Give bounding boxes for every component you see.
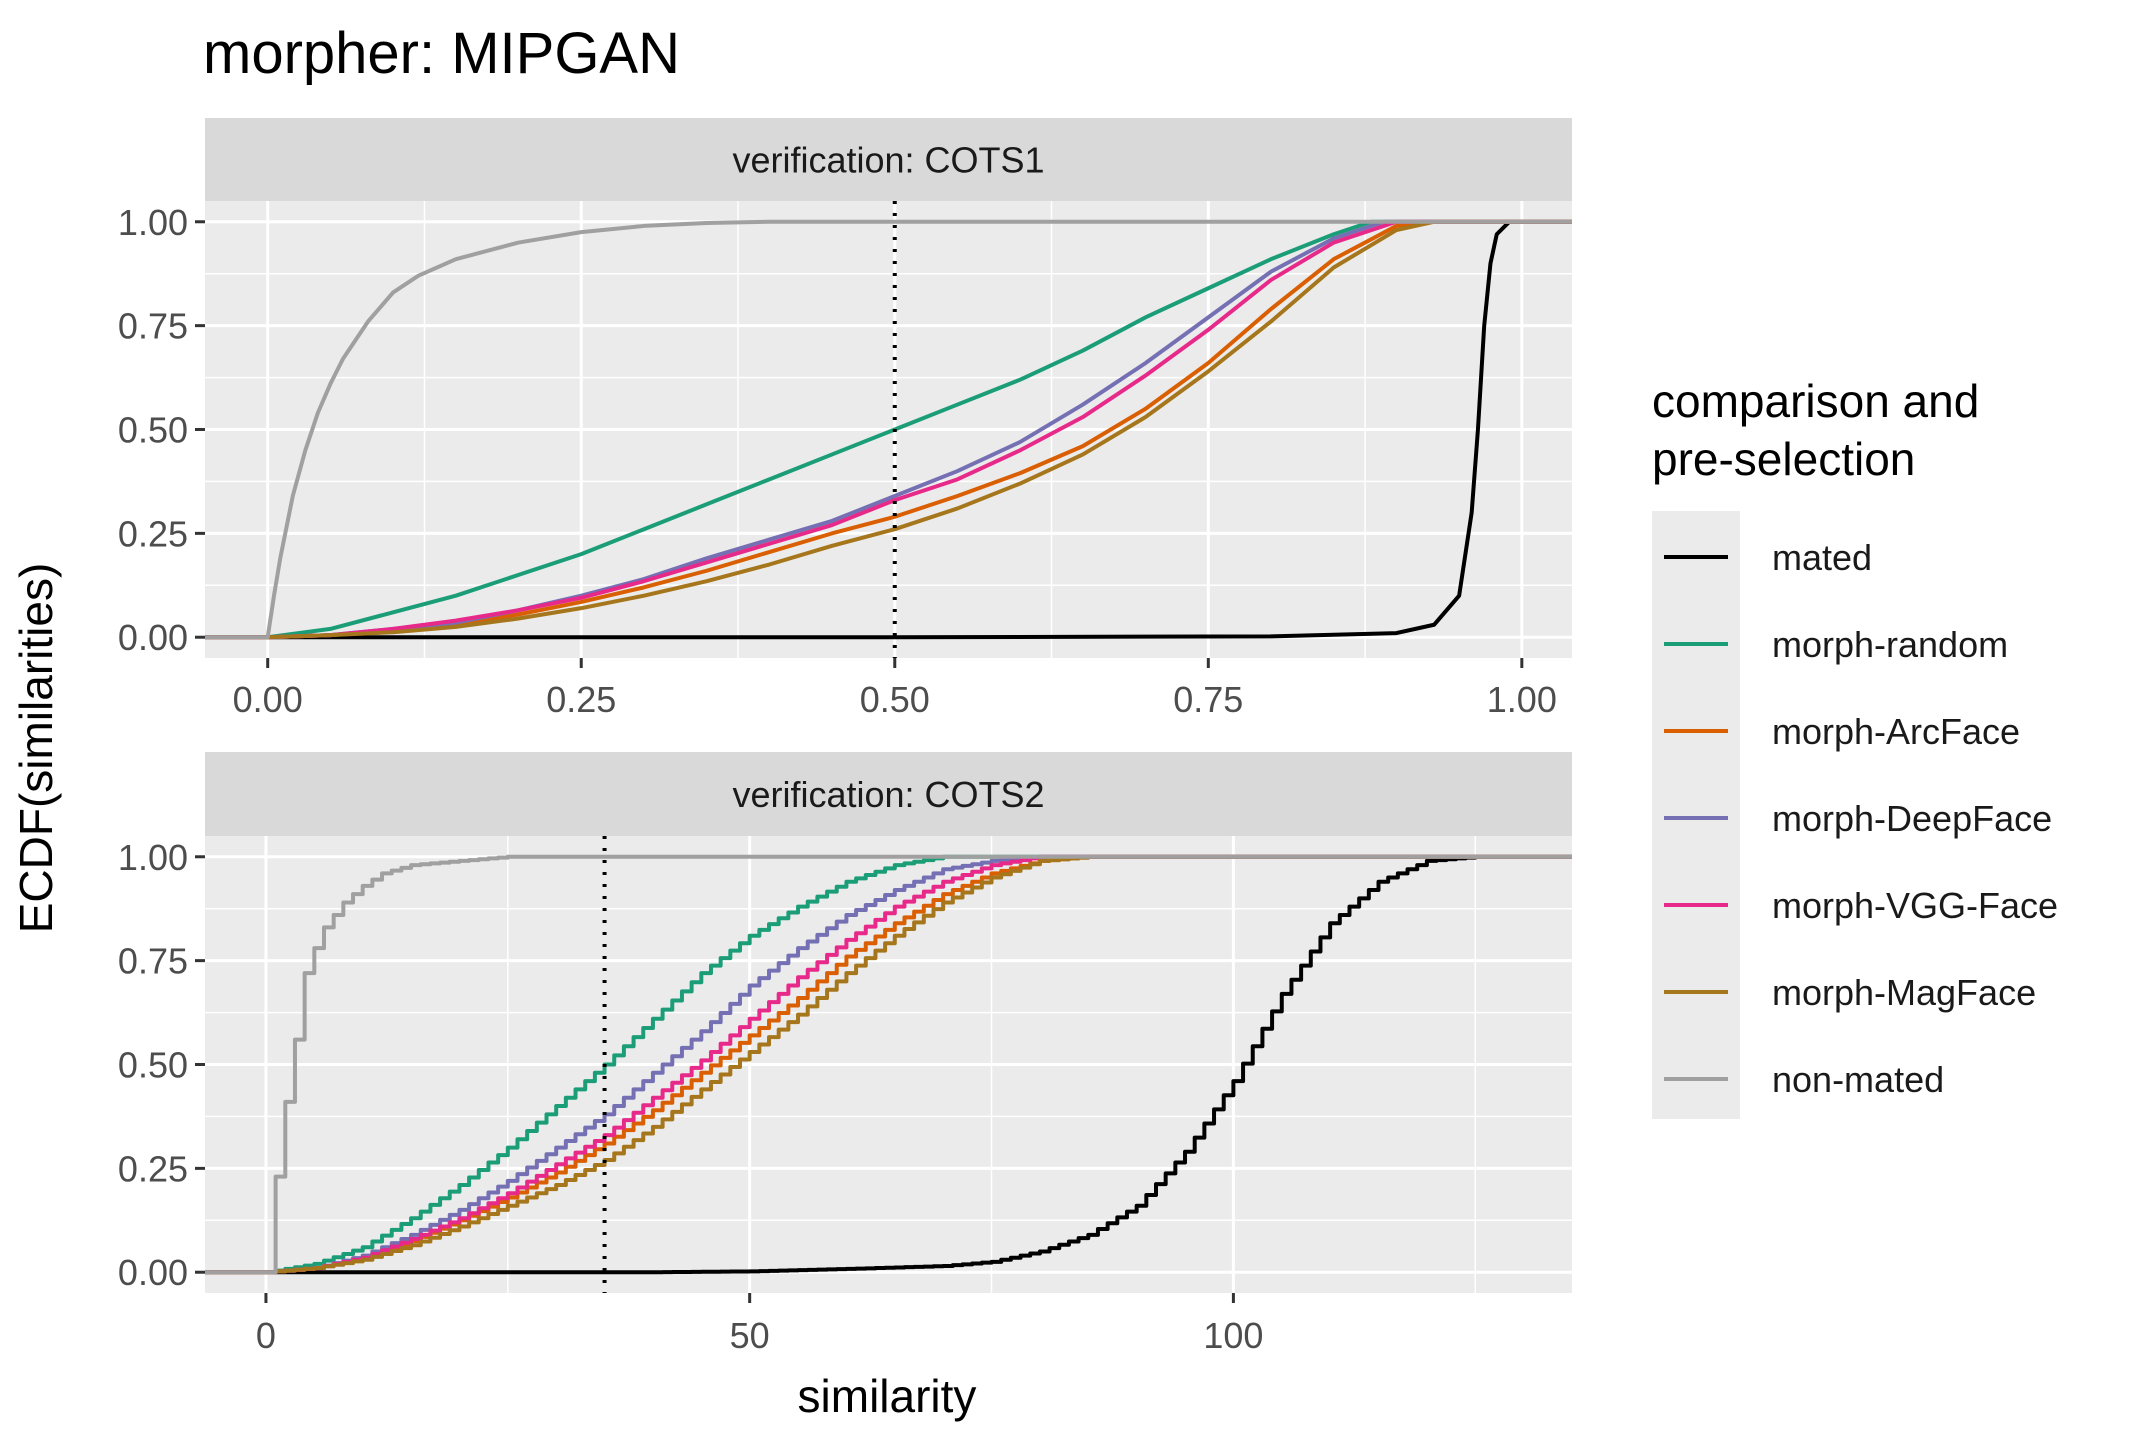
chart-title: morpher: MIPGAN: [203, 21, 680, 86]
legend-item-label: morph-MagFace: [1772, 972, 2036, 1013]
y-tick-label: 0.00: [118, 617, 188, 658]
legend: comparison and pre-selection mated morph-…: [1652, 375, 2058, 1119]
panel-1: verification: COTS1 0.00 0.25 0.50 0.75 1.00 0…: [118, 118, 1572, 720]
legend-item-label: mated: [1772, 537, 1872, 578]
y-tick-label: 1.00: [118, 837, 188, 878]
facet-strip: [205, 752, 1572, 836]
x-tick-label: 50: [730, 1315, 770, 1356]
panel-2: verification: COTS2 0.00 0.25 0.50 0.75 1.00 0…: [118, 752, 1572, 1356]
legend-item-label: morph-random: [1772, 624, 2008, 665]
y-tick-label: 1.00: [118, 202, 188, 243]
series-line-non-mated: [205, 219, 1572, 640]
legend-item-label: morph-DeepFace: [1772, 798, 2052, 839]
legend-item-mated: mated: [1664, 537, 1872, 578]
series-line-mated: [205, 854, 1572, 1275]
series-line-morph-MagFace: [205, 219, 1572, 640]
y-tick-label: 0.00: [118, 1252, 188, 1293]
x-tick-label: 100: [1203, 1315, 1263, 1356]
legend-items: mated morph-random morph-ArcFace morph-Deep…: [1664, 537, 2058, 1100]
legend-item-morph-ArcFace: morph-ArcFace: [1664, 711, 2020, 752]
legend-item-label: morph-ArcFace: [1772, 711, 2020, 752]
legend-title-line2: pre-selection: [1652, 433, 1915, 485]
series-group: [205, 854, 1572, 1275]
facet-strip: [205, 118, 1572, 201]
y-tick-label: 0.50: [118, 1045, 188, 1086]
x-tick-label: 0.00: [233, 679, 303, 720]
facet-strip-label: verification: COTS1: [732, 140, 1044, 181]
series-line-morph-random: [205, 219, 1572, 640]
y-tick-label: 0.75: [118, 941, 188, 982]
legend-item-non-mated: non-mated: [1664, 1059, 1944, 1100]
x-tick-label: 0.50: [860, 679, 930, 720]
series-line-morph-VGG-Face: [205, 219, 1572, 640]
facet-strip-label: verification: COTS2: [732, 774, 1044, 815]
x-tick-label: 0: [256, 1315, 276, 1356]
series-group: [205, 219, 1572, 640]
legend-key-background: [1652, 511, 1740, 1119]
legend-item-label: morph-VGG-Face: [1772, 885, 2058, 926]
y-tick-label: 0.25: [118, 1148, 188, 1189]
legend-item-morph-VGG-Face: morph-VGG-Face: [1664, 885, 2058, 926]
series-line-non-mated: [205, 854, 1572, 1275]
x-tick-label: 1.00: [1487, 679, 1557, 720]
legend-title-line1: comparison and: [1652, 375, 1979, 427]
legend-item-label: non-mated: [1772, 1059, 1944, 1100]
series-line-mated: [205, 219, 1572, 640]
x-tick-label: 0.25: [546, 679, 616, 720]
x-tick-label: 0.75: [1173, 679, 1243, 720]
legend-item-morph-DeepFace: morph-DeepFace: [1664, 798, 2052, 839]
facet-panels: verification: COTS1 0.00 0.25 0.50 0.75 1.00 0…: [118, 118, 1572, 1356]
y-tick-label: 0.25: [118, 513, 188, 554]
legend-item-morph-random: morph-random: [1664, 624, 2008, 665]
x-axis-title: similarity: [798, 1370, 977, 1422]
y-tick-label: 0.75: [118, 306, 188, 347]
legend-item-morph-MagFace: morph-MagFace: [1664, 972, 2036, 1013]
y-axis-title: ECDF(similarities): [10, 563, 62, 934]
y-tick-label: 0.50: [118, 410, 188, 451]
